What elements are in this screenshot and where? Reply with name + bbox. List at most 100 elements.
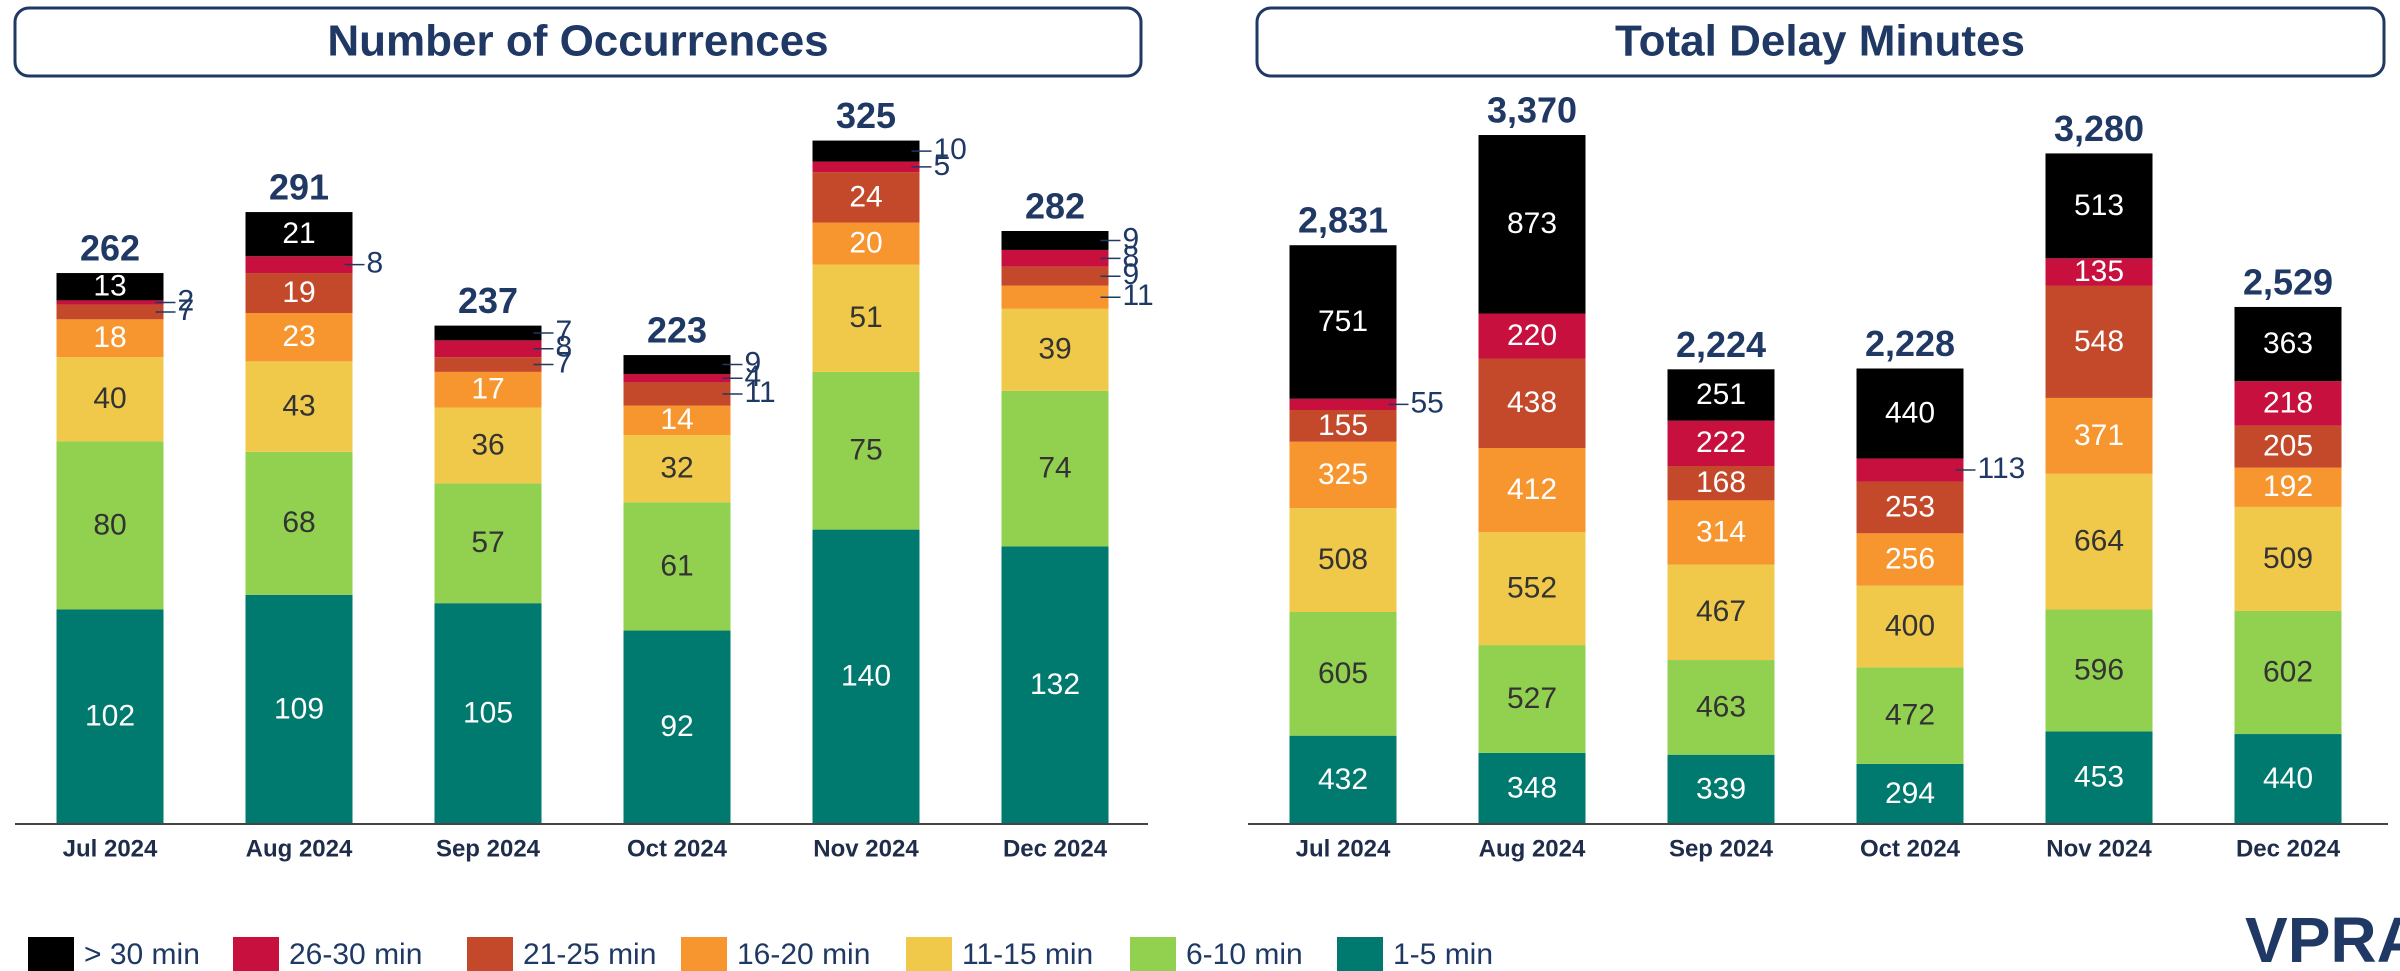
bar-segment (1478, 752, 1586, 824)
data-label: 548 (2074, 325, 2124, 358)
bar-segment (623, 502, 731, 631)
bar-segment (623, 434, 731, 503)
bar-segment (1667, 466, 1775, 501)
bar-segment (1289, 398, 1397, 410)
bar-segment (2234, 610, 2342, 735)
bar-segment (1478, 645, 1586, 753)
bar-segment (2234, 381, 2342, 426)
bar-segment (812, 529, 920, 824)
bar-segment (623, 355, 731, 374)
data-label: 140 (841, 660, 891, 693)
data-label: 11 (745, 376, 776, 409)
data-label: 513 (2074, 189, 2124, 222)
data-label: 51 (849, 301, 882, 334)
data-label: 43 (282, 390, 315, 423)
data-label: 314 (1696, 515, 1746, 548)
bar-segment (434, 340, 542, 358)
data-label: 13 (93, 270, 126, 303)
bar-segment (245, 313, 353, 362)
total-label: 2,224 (1676, 324, 1766, 365)
data-label: 664 (2074, 525, 2124, 558)
bar-segment (1856, 533, 1964, 586)
bar-segment (812, 371, 920, 530)
data-label: 509 (2263, 542, 2313, 575)
bar-segment (245, 212, 353, 257)
data-label: 24 (849, 180, 882, 213)
bar-segment (245, 451, 353, 595)
bar-segment (56, 304, 164, 320)
bar-segment (1478, 448, 1586, 533)
bar-segment (2045, 473, 2153, 610)
bar-segment (56, 609, 164, 824)
x-tick-label: Aug 2024 (1479, 835, 1586, 862)
bar-segment (1478, 313, 1586, 359)
bar-segment (245, 594, 353, 824)
bar-segment (1856, 585, 1964, 668)
data-label: 253 (1885, 490, 1935, 523)
bar-segment (1856, 368, 1964, 459)
data-label: 873 (1507, 207, 1557, 240)
data-label: 7 (556, 346, 573, 379)
bar-segment (56, 273, 164, 301)
data-label: 602 (2263, 655, 2313, 688)
legend-swatch (1130, 937, 1176, 971)
bar-segment (434, 357, 542, 372)
bar-segment (1289, 735, 1397, 824)
data-label: 552 (1507, 572, 1557, 605)
total-label: 2,831 (1298, 200, 1388, 241)
legend-swatch (467, 937, 513, 971)
logo: VPRA (2245, 904, 2400, 971)
legend-swatch (28, 937, 74, 971)
data-label: 220 (1507, 319, 1557, 352)
data-label: 218 (2263, 386, 2313, 419)
bar-segment (1856, 763, 1964, 824)
bar-segment (2045, 397, 2153, 474)
bar-segment (2045, 285, 2153, 398)
bar-segment (56, 319, 164, 358)
legend-label: 11-15 min (962, 938, 1093, 971)
data-label: 294 (1885, 777, 1935, 810)
legend-label: 26-30 min (289, 938, 422, 971)
legend-swatch (906, 937, 952, 971)
bar-segment (2045, 609, 2153, 732)
data-label: 8 (1123, 240, 1140, 273)
bar-segment (2234, 467, 2342, 507)
data-label: 109 (274, 692, 324, 725)
data-label: 222 (1696, 426, 1746, 459)
bar-segment (1667, 369, 1775, 421)
data-label: 10 (934, 133, 967, 166)
data-label: 440 (1885, 396, 1935, 429)
data-label: 7 (556, 315, 573, 348)
bar-segment (434, 371, 542, 408)
chart-title: Number of Occurrences (327, 17, 828, 66)
data-label: 440 (2263, 762, 2313, 795)
data-label: 9 (1123, 258, 1140, 291)
legend-swatch (681, 937, 727, 971)
data-label: 596 (2074, 653, 2124, 686)
data-label: 432 (1318, 763, 1368, 796)
bar-segment (245, 273, 353, 314)
data-label: 57 (471, 526, 504, 559)
data-label: 2 (178, 284, 195, 317)
bar-segment (245, 361, 353, 452)
bar-segment (812, 161, 920, 173)
chart-title: Total Delay Minutes (1615, 17, 2025, 66)
title-box (1255, 6, 2386, 78)
bar-segment (2234, 734, 2342, 824)
total-label: 3,280 (2054, 108, 2144, 149)
bar-segment (2045, 731, 2153, 824)
bar-segment (56, 300, 164, 305)
data-label: 74 (1038, 452, 1071, 485)
data-label: 463 (1696, 690, 1746, 723)
bar-segment (812, 222, 920, 265)
data-label: 8 (556, 331, 573, 364)
bar-segment (434, 483, 542, 604)
data-label: 527 (1507, 682, 1557, 715)
x-tick-label: Oct 2024 (1860, 835, 1961, 862)
bar-segment (245, 256, 353, 274)
total-label: 3,370 (1487, 90, 1577, 131)
bar-segment (2234, 506, 2342, 611)
data-label: 113 (1978, 452, 2026, 485)
data-label: 467 (1696, 595, 1746, 628)
